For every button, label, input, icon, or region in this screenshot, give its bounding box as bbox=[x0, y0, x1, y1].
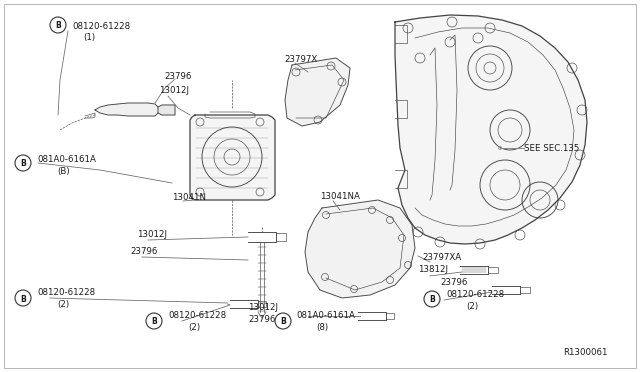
Text: B: B bbox=[151, 317, 157, 327]
Polygon shape bbox=[158, 105, 175, 115]
Polygon shape bbox=[305, 200, 415, 298]
Text: B: B bbox=[20, 160, 26, 169]
Text: 13012J: 13012J bbox=[159, 86, 189, 95]
Text: (2): (2) bbox=[188, 323, 200, 332]
Polygon shape bbox=[285, 58, 350, 126]
Text: 13012J: 13012J bbox=[137, 230, 167, 239]
Text: 13041N: 13041N bbox=[172, 193, 206, 202]
Text: 23796: 23796 bbox=[440, 278, 467, 287]
Text: SEE SEC.135: SEE SEC.135 bbox=[524, 144, 579, 153]
Text: 23797XA: 23797XA bbox=[422, 253, 461, 262]
Text: 23796: 23796 bbox=[130, 247, 157, 256]
Text: 08120-61228: 08120-61228 bbox=[446, 290, 504, 299]
Text: 23796: 23796 bbox=[248, 315, 275, 324]
Text: (2): (2) bbox=[466, 302, 478, 311]
Polygon shape bbox=[395, 15, 587, 244]
Text: 13041NA: 13041NA bbox=[320, 192, 360, 201]
Text: B: B bbox=[280, 317, 286, 327]
Polygon shape bbox=[95, 103, 158, 116]
Text: B: B bbox=[20, 295, 26, 304]
Text: 13012J: 13012J bbox=[248, 303, 278, 312]
Text: (8): (8) bbox=[316, 323, 328, 332]
Text: (1): (1) bbox=[83, 33, 95, 42]
Text: (B): (B) bbox=[57, 167, 70, 176]
Text: 23796: 23796 bbox=[164, 72, 191, 81]
Text: 08120-61228: 08120-61228 bbox=[168, 311, 226, 320]
Text: 23797X: 23797X bbox=[284, 55, 317, 64]
Text: (2): (2) bbox=[57, 300, 69, 309]
Text: 081A0-6161A: 081A0-6161A bbox=[296, 311, 355, 320]
Text: 081A0-6161A: 081A0-6161A bbox=[37, 155, 96, 164]
Text: B: B bbox=[429, 295, 435, 305]
Text: 13812J: 13812J bbox=[418, 265, 448, 274]
Polygon shape bbox=[190, 115, 275, 200]
Text: 08120-61228: 08120-61228 bbox=[37, 288, 95, 297]
Text: 08120-61228: 08120-61228 bbox=[72, 22, 130, 31]
Text: B: B bbox=[55, 22, 61, 31]
Text: R1300061: R1300061 bbox=[563, 348, 607, 357]
